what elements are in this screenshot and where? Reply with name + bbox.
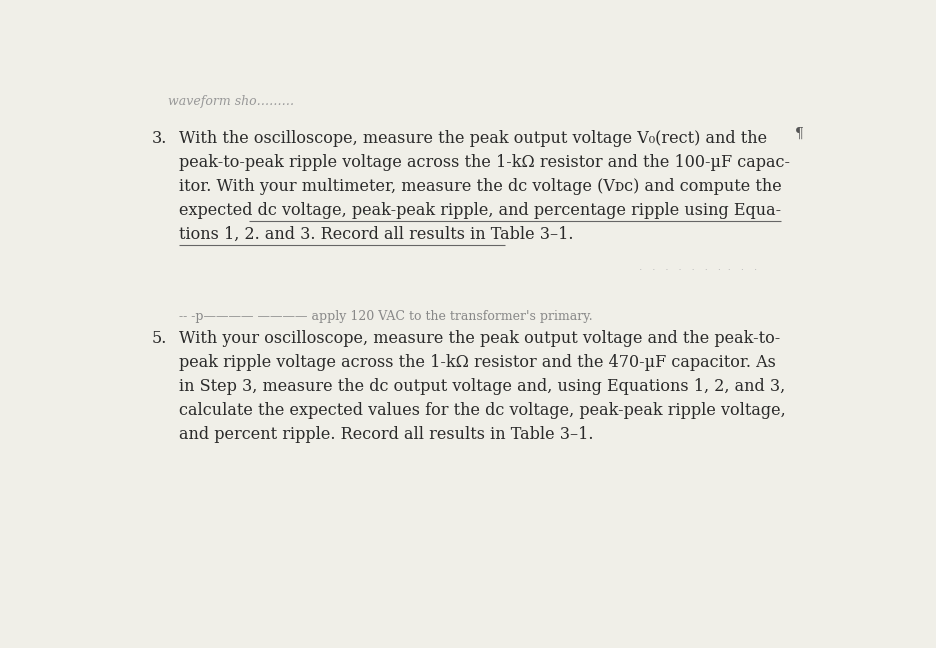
Text: waveform sho………: waveform sho……… xyxy=(168,95,294,108)
Text: itor. With your multimeter, measure the dc voltage (Vᴅᴄ) and compute the: itor. With your multimeter, measure the … xyxy=(179,178,782,195)
Text: 5.: 5. xyxy=(152,330,168,347)
Text: 3.: 3. xyxy=(152,130,168,147)
Text: peak ripple voltage across the 1-kΩ resistor and the 470-µF capacitor. As: peak ripple voltage across the 1-kΩ resi… xyxy=(179,354,776,371)
Text: With the oscilloscope, measure the peak output voltage V₀(rect) and the: With the oscilloscope, measure the peak … xyxy=(179,130,767,147)
Text: .   .   .   .   .   .   .  .   .   .: . . . . . . . . . . xyxy=(639,262,757,272)
Text: and percent ripple. Record all results in Table 3–1.: and percent ripple. Record all results i… xyxy=(179,426,593,443)
Text: tions 1, 2. and 3. Record all results in Table 3–1.: tions 1, 2. and 3. Record all results in… xyxy=(179,226,573,243)
Text: calculate the expected values for the dc voltage, peak-peak ripple voltage,: calculate the expected values for the dc… xyxy=(179,402,785,419)
Text: peak-to-peak ripple voltage across the 1-kΩ resistor and the 100-µF capac-: peak-to-peak ripple voltage across the 1… xyxy=(179,154,790,171)
Text: in Step 3, measure the dc output voltage and, using Equations 1, 2, and 3,: in Step 3, measure the dc output voltage… xyxy=(179,378,785,395)
Text: -- -p———— ———— apply 120 VAC to the transformer's primary.: -- -p———— ———— apply 120 VAC to the tran… xyxy=(179,310,592,323)
Text: ¶: ¶ xyxy=(796,126,804,141)
Text: expected dc voltage, peak-peak ripple, and percentage ripple using Equa-: expected dc voltage, peak-peak ripple, a… xyxy=(179,202,781,219)
Text: With your oscilloscope, measure the peak output voltage and the peak-to-: With your oscilloscope, measure the peak… xyxy=(179,330,780,347)
